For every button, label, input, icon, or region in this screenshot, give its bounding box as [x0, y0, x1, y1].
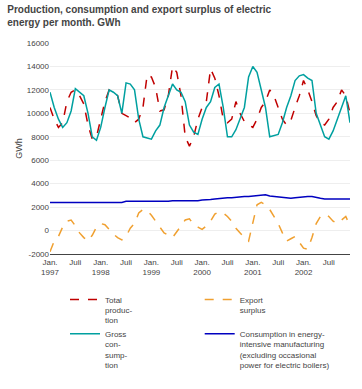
svg-text:Jan.1997: Jan.1997 [41, 258, 59, 277]
svg-text:4000: 4000 [31, 179, 49, 188]
svg-text:Jan.2002: Jan.2002 [295, 258, 313, 277]
svg-text:2000: 2000 [31, 203, 49, 212]
svg-text:Grosscon-sump-tion: Grosscon-sump-tion [105, 330, 128, 370]
svg-text:Juli: Juli [323, 258, 335, 267]
svg-text:Consumption in energy-intensiv: Consumption in energy-intensive manufact… [240, 330, 330, 370]
svg-text:GWh: GWh [14, 138, 24, 159]
svg-text:Juli: Juli [221, 258, 233, 267]
svg-text:Juli: Juli [272, 258, 284, 267]
svg-text:Totalproduc-tion: Totalproduc-tion [105, 296, 132, 326]
svg-text:0: 0 [45, 226, 50, 235]
svg-text:Exportsurplus: Exportsurplus [240, 296, 266, 315]
svg-text:8000: 8000 [31, 133, 49, 142]
svg-text:Juli: Juli [171, 258, 183, 267]
svg-text:Jan.2001: Jan.2001 [244, 258, 262, 277]
svg-text:-2000: -2000 [29, 250, 50, 259]
svg-text:Jan.1998: Jan.1998 [92, 258, 110, 277]
svg-text:Jan.1999: Jan.1999 [143, 258, 161, 277]
svg-text:10000: 10000 [27, 109, 50, 118]
svg-text:Juli: Juli [69, 258, 81, 267]
svg-text:Jan.2000: Jan.2000 [193, 258, 211, 277]
svg-text:6000: 6000 [31, 156, 49, 165]
svg-text:Production, consumption and ex: Production, consumption and export surpl… [7, 4, 271, 28]
svg-text:12000: 12000 [27, 86, 50, 95]
svg-text:14000: 14000 [27, 62, 50, 71]
svg-text:16000: 16000 [27, 39, 50, 48]
svg-text:Juli: Juli [120, 258, 132, 267]
